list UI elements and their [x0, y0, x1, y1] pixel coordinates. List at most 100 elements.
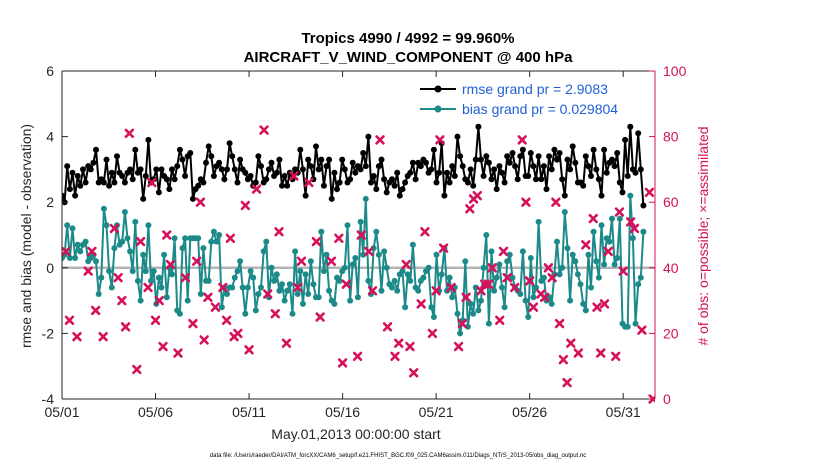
- rmse-point: [409, 159, 416, 166]
- rmse-point: [137, 166, 144, 173]
- rmse-point: [527, 150, 534, 156]
- rmse-point: [106, 182, 113, 189]
- rmse-point: [166, 186, 173, 193]
- bias-point: [433, 251, 440, 258]
- rmse-point: [72, 192, 79, 199]
- rmse-point: [449, 163, 456, 170]
- obs-count-marker: [188, 318, 198, 329]
- rmse-point: [517, 153, 524, 160]
- rmse-point: [276, 156, 283, 163]
- obs-count-marker: [296, 256, 307, 266]
- bias-point: [95, 291, 102, 297]
- bias-point: [137, 297, 144, 304]
- rmse-point: [176, 146, 183, 153]
- obs-count-marker: [274, 227, 284, 237]
- obs-count-marker: [270, 309, 280, 319]
- bias-point: [208, 238, 215, 245]
- bias-point: [499, 284, 505, 291]
- obs-count-marker: [337, 358, 348, 368]
- rmse-point: [326, 156, 333, 163]
- obs-count-marker: [173, 348, 183, 358]
- rmse-point: [82, 179, 89, 186]
- x-tick-label: 05/31: [606, 404, 641, 420]
- rmse-point: [580, 182, 587, 189]
- bias-point: [567, 297, 574, 304]
- obs-count-marker: [637, 325, 647, 335]
- obs-count-marker: [495, 315, 505, 325]
- rmse-point: [231, 166, 238, 173]
- bias-point: [305, 291, 312, 297]
- bias-point: [72, 255, 79, 261]
- obs-count-marker: [465, 204, 475, 214]
- rmse-point: [533, 176, 539, 183]
- obs-count-marker: [394, 338, 404, 348]
- bias-point: [171, 235, 178, 242]
- rmse-point: [567, 166, 574, 173]
- bias-point: [155, 274, 162, 281]
- bias-point: [606, 238, 613, 245]
- bias-point: [231, 274, 238, 281]
- rmse-point: [205, 143, 212, 150]
- obs-count-marker: [244, 345, 254, 355]
- bias-point: [82, 238, 89, 245]
- bias-point: [286, 281, 293, 288]
- rmse-point: [478, 156, 484, 163]
- rmse-point: [203, 159, 209, 166]
- bias-point: [331, 300, 338, 307]
- bias-point: [595, 274, 602, 281]
- bias-point: [344, 222, 351, 229]
- rmse-point: [417, 163, 424, 170]
- obs-count-marker: [240, 200, 251, 211]
- bias-point: [478, 297, 484, 304]
- obs-count-marker: [551, 197, 561, 207]
- rmse-point: [561, 192, 568, 199]
- bias-point: [158, 284, 165, 291]
- obs-count-marker: [132, 364, 142, 375]
- bias-point: [224, 291, 230, 297]
- obs-count-marker: [457, 318, 468, 329]
- rmse-point: [603, 169, 610, 176]
- rmse-point: [593, 166, 600, 173]
- bias-point: [485, 320, 492, 327]
- bias-point: [519, 248, 526, 255]
- bias-point: [150, 268, 157, 275]
- rmse-point: [273, 169, 280, 176]
- obs-count-marker: [566, 338, 576, 348]
- bias-point: [399, 268, 406, 275]
- bias-point: [218, 304, 225, 311]
- rmse-point: [195, 182, 202, 189]
- bias-point: [585, 251, 592, 258]
- bias-point: [522, 297, 529, 304]
- rmse-point: [237, 156, 244, 163]
- rmse-point: [234, 179, 241, 186]
- rmse-point: [543, 186, 550, 193]
- rmse-point: [302, 192, 309, 199]
- axes: 05/01 05/06 05/11 05/16 05/21 05/26 05/31 -4 -2 0…: [42, 63, 687, 420]
- rmse-point: [373, 186, 380, 193]
- rmse-point: [493, 186, 500, 193]
- obs-count-marker: [453, 341, 464, 352]
- rmse-point: [475, 123, 482, 130]
- rmse-point: [588, 173, 594, 179]
- obs-count-marker: [293, 282, 303, 293]
- bias-point: [496, 261, 503, 268]
- obs-count-marker: [225, 233, 236, 243]
- rmse-point: [501, 179, 508, 186]
- obs-count-marker: [510, 282, 520, 293]
- rmse-point: [284, 182, 291, 189]
- rmse-legend-marker: [434, 85, 442, 93]
- bias-point: [569, 251, 576, 258]
- rmse-point: [585, 163, 592, 170]
- bias-point: [593, 258, 600, 265]
- rmse-point: [370, 173, 377, 179]
- x-tick-label: 05/11: [232, 404, 266, 420]
- bias-legend-label: bias grand pr = 0.029804: [462, 101, 618, 117]
- obs-count-marker: [147, 177, 157, 188]
- obs-count-marker: [162, 230, 172, 240]
- bias-point: [121, 209, 128, 215]
- y-tick-label: -2: [42, 325, 55, 341]
- rmse-point: [279, 182, 285, 189]
- bias-point: [438, 271, 445, 278]
- data-file-footer: data file: /Users/raeder/DAI/ATM_forcXX/…: [210, 453, 586, 459]
- rmse-point: [407, 169, 414, 176]
